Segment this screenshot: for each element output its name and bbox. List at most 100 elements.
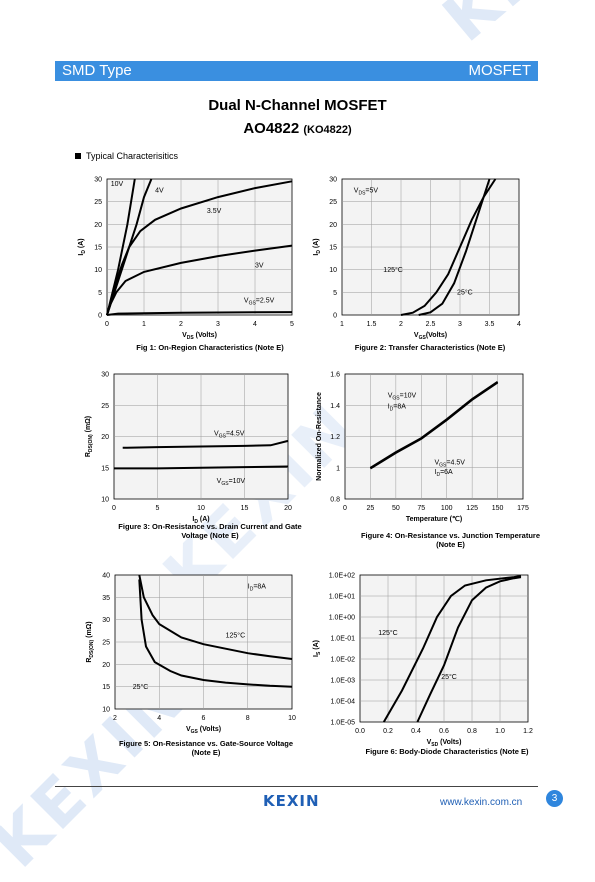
annotation-label: 125°C [378,629,398,637]
y-tick-label: 30 [101,372,109,379]
x-tick-label: 150 [492,505,504,512]
x-tick-label: 0 [343,505,347,512]
y-tick-label: 0 [98,313,102,320]
series-line [416,576,522,723]
caption-fig2: Figure 2: Transfer Characteristics (Note… [354,343,506,352]
y-tick-label: 25 [329,199,337,206]
y-tick-label: 5 [333,290,337,297]
y-tick-label: 1 [336,465,340,472]
x-axis-label: Temperature (℃) [406,515,462,523]
series-line [138,579,293,688]
x-tick-label: 6 [202,715,206,722]
series-line [369,381,499,470]
y-tick-label: 40 [102,573,110,580]
section-heading: Typical Characterisitics [75,151,178,161]
footer-divider [55,786,538,787]
y-axis-label: Normalized On-Resistance [316,392,323,481]
annotation-label: ID=8A [248,583,267,592]
footer-logo: KEXIN [263,792,320,810]
x-tick-label: 2 [179,321,183,328]
y-tick-label: 20 [101,434,109,441]
part-main: AO4822 [243,120,300,137]
annotation-label: 25°C [457,289,473,297]
chart-fig3: 0 5 10 15 20 10 15 20 25 30 ID (A) RDS(ON) (mΩ) VGS=… [85,372,292,526]
y-tick-label: 1.0E-01 [330,636,355,643]
caption-fig5: Figure 5: On-Resistance vs. Gate-Source … [118,739,294,757]
y-tick-label: 5 [98,290,102,297]
caption-fig3: Figure 3: On-Resistance vs. Drain Curren… [118,522,302,540]
y-tick-label: 1.0E-02 [330,657,355,664]
y-tick-label: 1.0E-04 [330,699,355,706]
page-title: Dual N-Channel MOSFET [208,97,387,114]
x-tick-label: 1.2 [523,728,533,735]
annotation-label: 25°C [133,683,149,691]
x-tick-label: 0.6 [439,728,449,735]
watermark-top: KEXIN [430,0,595,57]
y-tick-label: 30 [329,177,337,184]
y-tick-label: 30 [102,617,110,624]
x-tick-label: 20 [284,505,292,512]
annotation-label: 4V [155,188,164,195]
annotation-label: 125°C [226,632,246,640]
y-tick-label: 0 [333,313,337,320]
y-tick-label: 25 [102,640,110,647]
annotation-label: VGS=10V [388,392,417,401]
annotation-label: VGS=4.5V [435,460,466,469]
chart-fig4: 0 25 50 75 100 125 150 175 0.8 1 1.2 1.4 1.6 Temperat… [316,372,529,524]
y-tick-label: 15 [102,684,110,691]
y-tick-label: 15 [329,245,337,252]
y-tick-label: 1.0E+02 [329,573,355,580]
y-tick-label: 1.6 [330,372,340,379]
x-tick-label: 8 [246,715,250,722]
bullet-square-icon [75,152,81,159]
x-tick-label: 15 [241,505,249,512]
x-tick-label: 3 [216,321,220,328]
part-number: AO4822 (KO4822) [0,120,595,137]
series-line [106,311,293,316]
x-tick-label: 0 [105,321,109,328]
annotation-label: 3V [255,262,264,269]
y-tick-label: 15 [101,465,109,472]
x-tick-label: 100 [441,505,453,512]
x-axis-label: VSD (Volts) [427,739,462,748]
x-tick-label: 1.0 [495,728,505,735]
y-tick-label: 1.0E+01 [329,594,355,601]
x-tick-label: 0.4 [411,728,421,735]
x-tick-label: 5 [290,321,294,328]
chart-fig2: 1 1.5 2 2.5 3 3.5 4 0 5 10 15 20 25 30 VGS(Volts) ID (A… [313,177,521,342]
x-tick-label: 1 [142,321,146,328]
x-tick-label: 4 [517,321,521,328]
annotation-label: VDS=5V [354,188,379,197]
annotation-label: 125°C [383,266,403,274]
x-tick-label: 10 [197,505,205,512]
x-tick-label: 125 [466,505,478,512]
series-line [138,574,293,660]
series-line [114,465,289,470]
x-tick-label: 3 [458,321,462,328]
x-tick-label: 2 [399,321,403,328]
series-line [122,439,289,449]
header-banner: SMD Type MOSFET [55,61,538,81]
x-tick-label: 2 [113,715,117,722]
caption-fig6: Figure 6: Body-Diode Characteristics (No… [365,747,529,756]
y-axis-label: RDS(ON) (mΩ) [86,621,95,662]
y-tick-label: 10 [102,707,110,714]
annotation-label: ID=8A [388,403,407,412]
series-line [106,178,153,316]
y-tick-label: 25 [94,199,102,206]
x-tick-label: 0 [112,505,116,512]
footer-url[interactable]: www.kexin.com.cn [440,797,523,808]
y-tick-label: 20 [329,222,337,229]
y-tick-label: 25 [101,403,109,410]
x-tick-label: 10 [288,715,296,722]
annotation-label: 3.5V [207,208,222,215]
x-tick-label: 5 [156,505,160,512]
x-tick-label: 4 [157,715,161,722]
page-number: 3 [546,790,563,807]
annotation-label: ID=6A [435,469,454,478]
y-tick-label: 10 [329,267,337,274]
annotation-label: 25°C [441,673,457,681]
x-tick-label: 0.0 [355,728,365,735]
x-tick-label: 2.5 [426,321,436,328]
annotation-label: VGS=2.5V [244,297,275,306]
